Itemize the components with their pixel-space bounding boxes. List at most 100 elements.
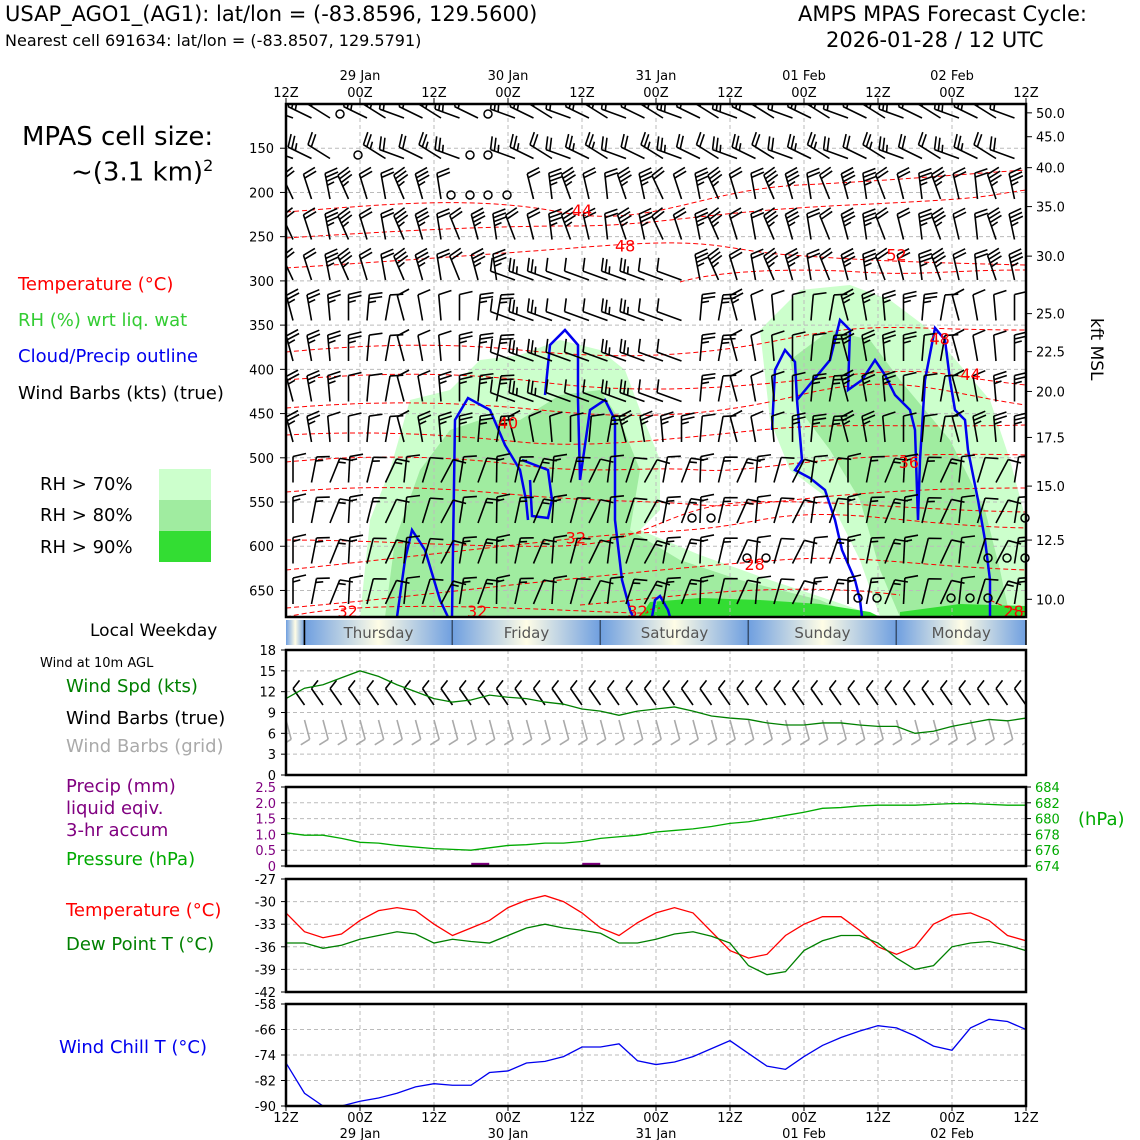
barb-staff [692,719,699,740]
barb-flag [396,214,409,224]
barb-flag [643,679,652,690]
barb-staff [495,294,502,321]
barb-half [338,582,346,586]
upper-wind-barb [489,257,516,281]
barb-flag [438,289,452,296]
upper-wind-barb [1008,248,1024,281]
barb-flag [604,212,619,219]
upper-wind-barb [508,257,534,281]
barb-staff [902,496,906,524]
barb-half [473,221,482,227]
barb-half [960,143,964,151]
precip-yaxis: 00.51.01.52.02.5 [255,781,286,875]
barb-flag [667,455,681,458]
surface-barb-grid [300,719,311,746]
upper-wind-barb [606,576,625,605]
barb-half [294,104,298,111]
barb-flag [643,133,650,148]
upper-wind-barb [347,453,364,483]
upper-wind-barb [921,456,942,483]
barb-staff [470,214,479,240]
barb-staff [326,335,331,362]
barb-flag [582,338,586,353]
barb-staff [807,104,830,119]
barb-half [496,457,505,462]
barb-flag [840,409,854,418]
barb-half [610,422,619,426]
top-tick-label: 00Z [347,86,373,101]
legend-pressure: Pressure (hPa) [66,849,196,870]
bottom-tick-label: 00Z [939,1111,965,1126]
barb-flag [767,104,770,110]
barb-flag [582,379,586,393]
barb-staff [564,391,590,403]
upper-wind-barb [551,494,568,524]
upper-wind-barb [707,247,723,281]
barb-staff [672,174,683,200]
barb-half [534,347,537,355]
barb-staff [436,173,442,200]
barb-staff [784,173,794,200]
upper-wind-barb [995,580,1022,605]
upper-wind-barb [545,257,571,281]
barb-flag [952,167,966,175]
upper-wind-barb [951,409,965,443]
upper-wind-barb [902,493,919,524]
barb-flag [396,254,409,265]
barb-flag [730,211,743,220]
barb-staff [750,173,757,200]
barb-staff [492,213,498,240]
barb-staff [606,578,612,605]
barb-staff [458,688,472,706]
barb-flag [989,255,1002,264]
barb-staff [620,105,645,119]
barb-staff [437,375,442,402]
barb-flag [480,413,494,417]
barb-flag [901,135,907,150]
barb-staff [564,351,590,362]
barb-staff [302,214,313,240]
barb-flag [757,575,772,579]
barb-flag [430,537,444,541]
barb-staff [384,375,391,402]
barb-flag [863,175,877,182]
upper-wind-barb [763,247,779,281]
barb-half [418,221,426,227]
upper-wind-barb [366,332,383,362]
barb-staff [507,416,516,443]
barb-staff [625,579,635,605]
barb-staff [638,351,664,362]
barb-flag [722,337,736,341]
barb-staff [527,310,553,322]
barb-staff [787,146,812,160]
upper-wind-barb [495,333,515,362]
upper-wind-barb [717,414,737,443]
bottom-date-label: 31 Jan [636,1127,677,1140]
barb-half [553,498,562,502]
barb-staff [434,148,460,160]
barb-flag [633,738,644,746]
upper-wind-barb [421,537,444,564]
barb-flag [639,211,653,219]
barb-flag [600,379,604,393]
barb-flag [389,293,404,296]
barb-flag [588,133,594,148]
barb-staff [326,294,331,321]
barb-half [398,261,405,268]
barb-half [641,221,649,227]
barb-half [515,306,518,315]
upper-wind-barb [958,535,976,564]
barb-half [515,347,518,355]
barb-flag [406,535,421,539]
upper-wind-barb [806,208,821,240]
barb-staff [544,719,551,740]
barb-staff [527,351,553,362]
barb-staff [918,173,923,200]
upper-wind-barb [750,288,764,321]
barb-staff [458,456,465,483]
barb-staff [643,540,658,564]
barb-staff [828,335,835,362]
barb-half [738,104,742,111]
barb-staff [322,719,329,740]
